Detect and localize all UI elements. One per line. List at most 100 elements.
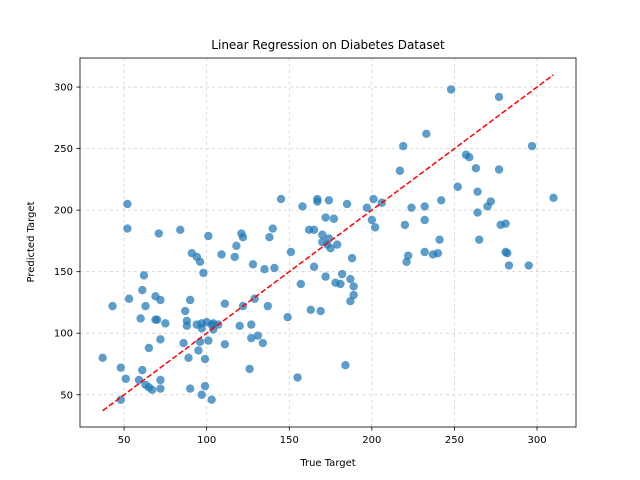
chart-title: Linear Regression on Diabetes Dataset bbox=[211, 38, 445, 52]
data-point bbox=[247, 320, 256, 329]
y-tick-label: 300 bbox=[54, 83, 73, 94]
data-point bbox=[286, 247, 296, 257]
data-point bbox=[139, 271, 149, 280]
data-point bbox=[141, 301, 150, 311]
data-point bbox=[176, 225, 185, 235]
data-point bbox=[124, 294, 134, 303]
grid bbox=[80, 58, 576, 427]
data-point bbox=[420, 202, 429, 211]
data-point bbox=[123, 199, 132, 209]
data-point bbox=[204, 336, 213, 345]
data-point bbox=[494, 92, 504, 102]
data-point bbox=[347, 253, 357, 263]
data-point bbox=[185, 384, 195, 393]
data-point bbox=[346, 297, 355, 306]
data-point bbox=[138, 285, 147, 295]
data-point bbox=[324, 234, 334, 243]
data-point bbox=[337, 269, 347, 279]
data-point bbox=[433, 249, 443, 258]
x-tick-label: 150 bbox=[280, 435, 299, 446]
data-point bbox=[147, 385, 157, 395]
data-point bbox=[313, 194, 322, 204]
data-point bbox=[316, 306, 325, 316]
data-point bbox=[465, 153, 474, 162]
data-point bbox=[258, 338, 268, 348]
data-point bbox=[399, 141, 408, 151]
data-point bbox=[156, 335, 165, 344]
x-axis: 50 100 150 200 250 300 bbox=[118, 427, 547, 446]
data-point bbox=[121, 374, 130, 383]
data-point bbox=[395, 166, 405, 175]
data-point bbox=[156, 375, 165, 385]
data-point bbox=[260, 265, 269, 274]
data-point bbox=[400, 220, 410, 230]
data-point bbox=[220, 340, 230, 349]
data-point bbox=[144, 343, 154, 353]
data-point bbox=[179, 338, 188, 348]
data-point bbox=[420, 247, 429, 257]
data-point bbox=[245, 364, 254, 374]
data-point bbox=[473, 208, 482, 217]
data-point bbox=[200, 381, 210, 391]
data-point bbox=[549, 193, 558, 203]
data-point bbox=[346, 274, 355, 284]
data-point bbox=[503, 249, 512, 258]
data-point bbox=[471, 164, 481, 173]
data-point bbox=[253, 331, 263, 340]
data-point bbox=[283, 313, 292, 322]
data-point bbox=[475, 235, 484, 244]
data-point bbox=[220, 299, 230, 308]
data-point bbox=[326, 244, 335, 253]
data-point bbox=[152, 315, 162, 324]
y-tick-label: 50 bbox=[60, 390, 73, 401]
data-point bbox=[367, 215, 377, 225]
y-tick-label: 200 bbox=[54, 206, 73, 217]
data-point bbox=[136, 314, 145, 323]
data-point bbox=[217, 250, 226, 259]
data-point bbox=[195, 257, 205, 267]
data-point bbox=[235, 321, 244, 331]
data-point bbox=[420, 215, 429, 225]
data-point bbox=[181, 306, 190, 316]
data-point bbox=[182, 321, 192, 331]
data-point bbox=[247, 333, 256, 343]
data-point bbox=[524, 261, 533, 270]
data-point bbox=[349, 282, 358, 291]
data-point bbox=[116, 363, 125, 372]
data-point bbox=[309, 262, 319, 271]
data-point bbox=[504, 261, 514, 270]
data-point bbox=[309, 225, 319, 235]
data-point bbox=[407, 203, 416, 212]
data-point bbox=[200, 354, 210, 364]
data-point bbox=[341, 361, 350, 370]
data-point bbox=[204, 231, 213, 241]
data-point bbox=[403, 251, 413, 260]
data-point bbox=[494, 165, 504, 174]
x-tick-label: 50 bbox=[118, 435, 131, 446]
data-point bbox=[349, 290, 358, 300]
data-point bbox=[422, 129, 431, 139]
data-point bbox=[230, 252, 239, 262]
data-point bbox=[324, 196, 334, 205]
data-point bbox=[342, 199, 352, 209]
y-tick-label: 250 bbox=[54, 144, 73, 155]
data-point bbox=[362, 203, 372, 212]
data-point bbox=[194, 346, 203, 355]
data-point bbox=[268, 224, 277, 233]
data-point bbox=[296, 279, 306, 289]
data-point bbox=[263, 301, 272, 311]
data-point bbox=[446, 85, 456, 94]
data-point bbox=[321, 272, 330, 281]
x-tick-label: 300 bbox=[527, 435, 546, 446]
data-point bbox=[161, 319, 170, 328]
data-point bbox=[318, 230, 327, 239]
data-point bbox=[248, 260, 258, 269]
data-point bbox=[332, 240, 342, 249]
data-point bbox=[486, 197, 495, 206]
x-tick-label: 200 bbox=[362, 435, 381, 446]
data-point bbox=[270, 263, 279, 273]
fit-line bbox=[102, 74, 554, 412]
data-point bbox=[185, 295, 195, 305]
data-point bbox=[276, 194, 286, 204]
